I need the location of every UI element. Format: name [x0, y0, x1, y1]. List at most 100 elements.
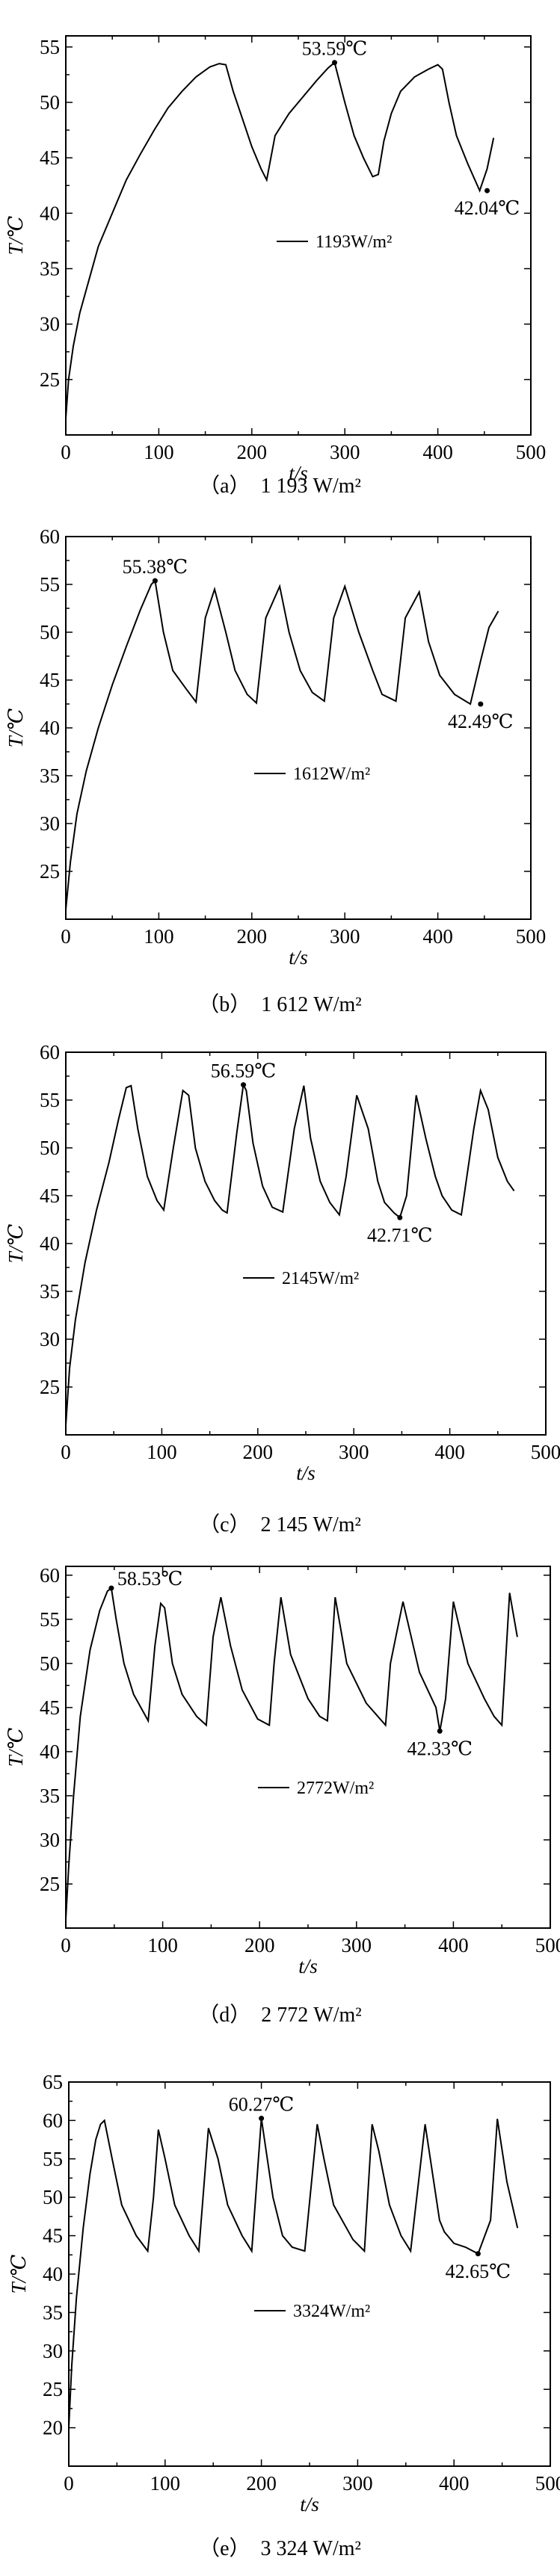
y-tick-label: 40 — [43, 2263, 63, 2285]
y-tick-label: 55 — [40, 1089, 60, 1111]
y-tick-label: 65 — [43, 2071, 63, 2093]
annotation-label: 60.27℃ — [229, 2094, 295, 2116]
x-axis-label: t/s — [296, 1462, 316, 1484]
y-tick-label: 35 — [40, 1280, 60, 1303]
annotation-point — [259, 2116, 265, 2122]
caption-d: （d） 2 772 W/m² — [198, 2004, 362, 2027]
x-tick-label: 0 — [61, 925, 71, 948]
x-tick-label: 100 — [147, 1934, 178, 1956]
caption-a: （a） 1 193 W/m² — [199, 475, 361, 498]
y-tick-label: 45 — [43, 2225, 63, 2247]
y-tick-label: 25 — [40, 1873, 60, 1895]
y-tick-label: 60 — [43, 2109, 63, 2131]
y-tick-label: 55 — [40, 1608, 60, 1631]
chart-c: 0 100 200 300 400 500 25 30 35 40 45 50 55 60 t/s T/℃ 56… — [4, 1041, 560, 1484]
y-tick-label: 30 — [43, 2340, 63, 2362]
y-tick-label: 60 — [40, 1041, 60, 1063]
y-tick-label: 40 — [40, 717, 60, 739]
y-tick-label: 35 — [40, 1785, 60, 1807]
chart-panel-d: 0 100 200 300 400 500 25 30 35 40 45 50 55 60 t/s T/℃ 58… — [0, 1547, 560, 2063]
x-tick-label: 100 — [144, 441, 174, 463]
annotation-point — [241, 1082, 247, 1088]
annotation-point — [478, 701, 484, 707]
y-tick-label: 50 — [40, 1137, 60, 1159]
x-tick-label: 0 — [64, 2472, 74, 2495]
y-tick-label: 30 — [40, 1328, 60, 1350]
caption-b: （b） 1 612 W/m² — [198, 993, 362, 1016]
caption-c: （c） 2 145 W/m² — [199, 1513, 361, 1536]
y-tick-label: 40 — [40, 202, 60, 224]
y-tick-label: 25 — [40, 368, 60, 391]
annotation-point — [152, 578, 158, 584]
annotation-label: 42.49℃ — [448, 711, 514, 732]
y-tick-label: 25 — [40, 1376, 60, 1398]
series-line-0-0 — [65, 61, 495, 418]
legend-label: 2145W/m² — [282, 1269, 359, 1288]
x-tick-label: 300 — [339, 1441, 369, 1463]
x-tick-label: 500 — [531, 1441, 560, 1463]
annotation-label: 56.59℃ — [211, 1060, 277, 1082]
x-tick-label: 0 — [61, 441, 71, 463]
x-tick-label: 400 — [422, 441, 453, 463]
y-tick-label: 50 — [40, 91, 60, 114]
y-tick-label: 60 — [40, 525, 60, 548]
x-tick-label: 0 — [61, 1934, 71, 1956]
x-tick-label: 500 — [535, 2472, 560, 2495]
x-tick-label: 200 — [244, 1934, 275, 1956]
x-axis-label: t/s — [300, 2493, 319, 2515]
annotation-point — [332, 60, 338, 66]
chart-b: 0 100 200 300 400 500 25 30 35 40 45 50 55 60 t/s T/℃ 55… — [4, 525, 547, 969]
y-tick-label: 55 — [40, 36, 60, 58]
annotation-label: 42.33℃ — [407, 1738, 473, 1759]
x-tick-label: 200 — [243, 1441, 274, 1463]
y-tick-label: 45 — [40, 669, 60, 691]
chart-d: 0 100 200 300 400 500 25 30 35 40 45 50 55 60 t/s T/℃ 58… — [4, 1564, 560, 1977]
y-tick-label: 60 — [40, 1564, 60, 1587]
x-tick-label: 300 — [342, 2472, 373, 2495]
y-tick-label: 40 — [40, 1741, 60, 1763]
x-tick-label: 400 — [422, 925, 453, 948]
x-axis-label: t/s — [289, 462, 308, 484]
y-axis-label: T/℃ — [4, 1728, 27, 1767]
x-tick-label: 100 — [144, 925, 174, 948]
y-tick-label: 55 — [43, 2148, 63, 2170]
x-tick-label: 500 — [535, 1934, 560, 1956]
chart-panel-c: 0 100 200 300 400 500 25 30 35 40 45 50 55 60 t/s T/℃ 56… — [0, 1031, 560, 1547]
y-tick-label: 35 — [40, 765, 60, 787]
chart-a: 0 100 200 300 400 500 25 30 35 40 45 50 55 t/s T/℃ 53.5… — [4, 35, 547, 484]
x-axis-label: t/s — [298, 1955, 318, 1977]
x-tick-label: 400 — [438, 1934, 469, 1956]
y-tick-label: 30 — [40, 1829, 60, 1851]
series-line-2-0 — [65, 1082, 515, 1426]
annotation-point — [475, 2251, 481, 2257]
annotation-point — [397, 1214, 403, 1220]
x-tick-label: 300 — [342, 1934, 372, 1956]
x-tick-label: 400 — [439, 2472, 470, 2495]
y-axis-label: T/℃ — [4, 1224, 27, 1264]
x-tick-label: 100 — [150, 2472, 181, 2495]
y-tick-label: 50 — [40, 1652, 60, 1675]
x-tick-label: 300 — [330, 925, 360, 948]
legend-label: 1193W/m² — [316, 232, 392, 252]
y-axis-label: T/℃ — [7, 2255, 30, 2294]
y-tick-label: 45 — [40, 1184, 60, 1207]
x-tick-label: 500 — [516, 925, 547, 948]
x-tick-label: 400 — [434, 1441, 465, 1463]
chart-e: 0 100 200 300 400 500 20 25 30 35 40 45 50 55 60 65 t/s T… — [7, 2071, 560, 2515]
y-axis-label: T/℃ — [4, 708, 27, 748]
y-tick-label: 50 — [40, 621, 60, 643]
x-tick-label: 0 — [61, 1441, 71, 1463]
annotation-point — [484, 188, 490, 194]
legend-label: 3324W/m² — [293, 2302, 370, 2321]
y-tick-label: 55 — [40, 573, 60, 596]
series-line-4-0 — [68, 2118, 519, 2428]
plot-frame-0 — [65, 35, 532, 436]
y-axis-label: T/℃ — [4, 216, 27, 256]
x-tick-label: 500 — [516, 441, 547, 463]
y-tick-label: 30 — [40, 313, 60, 336]
x-tick-label: 200 — [237, 925, 268, 948]
y-tick-label: 20 — [43, 2417, 63, 2439]
legend-label: 1612W/m² — [293, 765, 370, 784]
annotation-label: 42.04℃ — [455, 197, 520, 219]
y-tick-label: 30 — [40, 812, 60, 835]
